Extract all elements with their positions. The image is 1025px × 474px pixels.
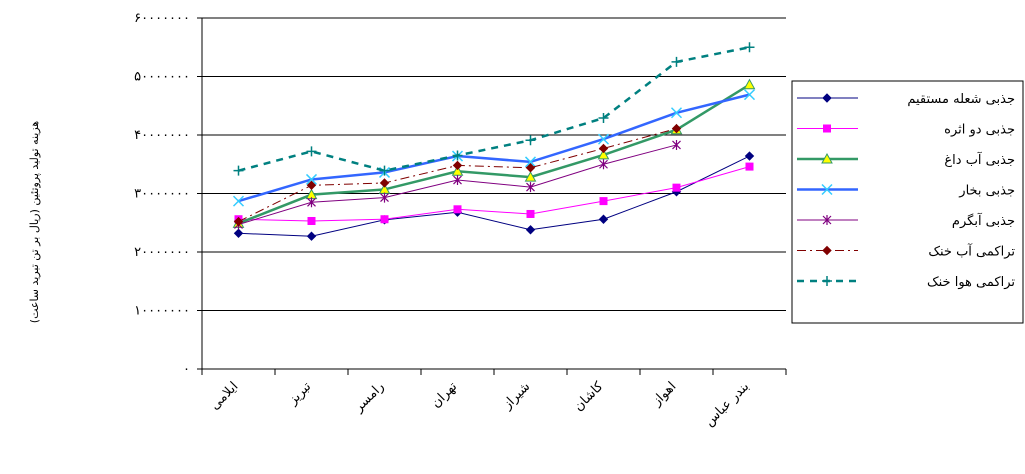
data-point bbox=[526, 209, 535, 218]
data-point bbox=[232, 195, 245, 207]
data-point bbox=[598, 143, 609, 154]
legend-label: جذبی دو اثره bbox=[944, 123, 1015, 138]
y-tick-label: ۱۰۰۰۰۰۰۰ bbox=[134, 304, 190, 319]
y-tick-label: ۴۰۰۰۰۰۰۰ bbox=[134, 128, 190, 143]
data-point bbox=[822, 93, 832, 103]
data-point bbox=[671, 123, 682, 134]
data-point bbox=[306, 231, 317, 241]
data-point bbox=[307, 197, 316, 208]
legend-entry: جذبی دو اثره bbox=[797, 123, 1015, 138]
data-point bbox=[821, 183, 833, 196]
x-tick-label: شیراز bbox=[499, 379, 533, 413]
series bbox=[232, 42, 756, 241]
legend-entry: تراکمی آب خنک bbox=[797, 243, 1015, 260]
data-point bbox=[821, 152, 833, 164]
legend-label: جذبی آبگرم bbox=[952, 212, 1015, 229]
legend-label: تراکمی آب خنک bbox=[928, 243, 1015, 260]
data-point bbox=[379, 165, 390, 176]
data-point bbox=[743, 78, 756, 90]
data-point bbox=[598, 214, 609, 224]
data-point bbox=[233, 216, 244, 227]
data-point bbox=[526, 182, 535, 193]
data-point bbox=[822, 215, 832, 225]
data-point bbox=[233, 228, 244, 238]
y-tick-label: ۰ bbox=[183, 362, 190, 377]
legend-label: تراکمی هوا خنک bbox=[927, 275, 1015, 290]
data-point bbox=[453, 205, 462, 214]
data-point bbox=[380, 215, 389, 224]
data-point bbox=[822, 276, 832, 286]
data-point bbox=[671, 56, 682, 67]
data-point bbox=[743, 89, 756, 101]
grid bbox=[202, 17, 786, 311]
x-tick-label: رامسر bbox=[351, 379, 388, 416]
data-point bbox=[305, 173, 318, 185]
x-tick-label: تبریز bbox=[285, 379, 315, 409]
x-tick-label: کاشان bbox=[571, 379, 607, 415]
legend-entry: جذبی آبگرم bbox=[797, 212, 1015, 229]
data-point bbox=[744, 151, 755, 161]
x-tick-label: تهران bbox=[429, 379, 461, 411]
y-axis-label: هزینه تولید پروتئین (ریال بر تن تبرید سا… bbox=[28, 121, 41, 324]
legend-entry: جذبی بخار bbox=[797, 184, 1015, 199]
series-6 bbox=[233, 123, 682, 227]
data-point bbox=[599, 197, 608, 206]
data-point bbox=[524, 171, 537, 182]
data-point bbox=[670, 107, 683, 119]
data-point bbox=[233, 165, 244, 176]
data-point bbox=[672, 139, 681, 150]
data-point bbox=[307, 216, 316, 225]
legend: جذبی شعله مستقیم جذبی دو اثره جذبی آب داغ ج… bbox=[791, 80, 1024, 324]
data-point bbox=[599, 159, 608, 170]
y-tick-label: ۵۰۰۰۰۰۰۰ bbox=[134, 70, 190, 85]
data-point bbox=[823, 124, 831, 133]
data-point bbox=[525, 225, 536, 235]
data-point bbox=[452, 160, 463, 171]
x-tick-label: ایلامی bbox=[208, 379, 242, 413]
data-point bbox=[306, 146, 317, 157]
data-point bbox=[525, 135, 536, 146]
x-tick-labels: ایلامی تبریز رامسر تهران شیراز کاشان اهواز بندر… bbox=[208, 379, 753, 430]
data-point bbox=[597, 133, 610, 145]
legend-box bbox=[791, 80, 1024, 324]
data-point bbox=[598, 113, 609, 124]
series-3 bbox=[232, 78, 756, 228]
y-tick-label: ۳۰۰۰۰۰۰۰ bbox=[134, 187, 190, 202]
series-7 bbox=[233, 42, 755, 176]
y-tick-labels: ۰ ۱۰۰۰۰۰۰۰ ۲۰۰۰۰۰۰۰ ۳۰۰۰۰۰۰۰ ۴۰۰۰۰۰۰۰ ۵۰۰۰۰۰۰… bbox=[134, 11, 190, 377]
data-point bbox=[380, 192, 389, 203]
legend-entry: جذبی شعله مستقیم bbox=[797, 92, 1015, 107]
data-point bbox=[822, 245, 832, 256]
y-tick-label: ۶۰۰۰۰۰۰۰ bbox=[134, 11, 190, 26]
legend-label: جذبی بخار bbox=[958, 184, 1015, 199]
data-point bbox=[597, 148, 610, 160]
data-point bbox=[306, 180, 317, 191]
axes bbox=[197, 17, 787, 375]
data-point bbox=[452, 150, 463, 161]
y-tick-label: ۲۰۰۰۰۰۰۰ bbox=[134, 245, 190, 260]
data-point bbox=[524, 156, 537, 168]
series-line bbox=[238, 155, 750, 237]
data-point bbox=[744, 42, 755, 53]
x-tick-label: اهواز bbox=[649, 379, 679, 409]
series-line bbox=[238, 83, 751, 225]
data-point bbox=[453, 175, 462, 186]
series-line bbox=[238, 93, 750, 203]
legend-entry: تراکمی هوا خنک bbox=[797, 275, 1015, 290]
x-tick-label: بندر عباس bbox=[702, 379, 752, 429]
data-point bbox=[672, 183, 681, 192]
data-point bbox=[745, 162, 754, 171]
legend-entry: جذبی آب داغ bbox=[797, 151, 1015, 168]
series-line bbox=[238, 166, 750, 222]
data-point bbox=[379, 178, 390, 188]
legend-label: جذبی آب داغ bbox=[944, 151, 1015, 168]
data-point bbox=[525, 163, 536, 173]
series-line bbox=[238, 46, 750, 172]
legend-label: جذبی شعله مستقیم bbox=[907, 92, 1015, 107]
